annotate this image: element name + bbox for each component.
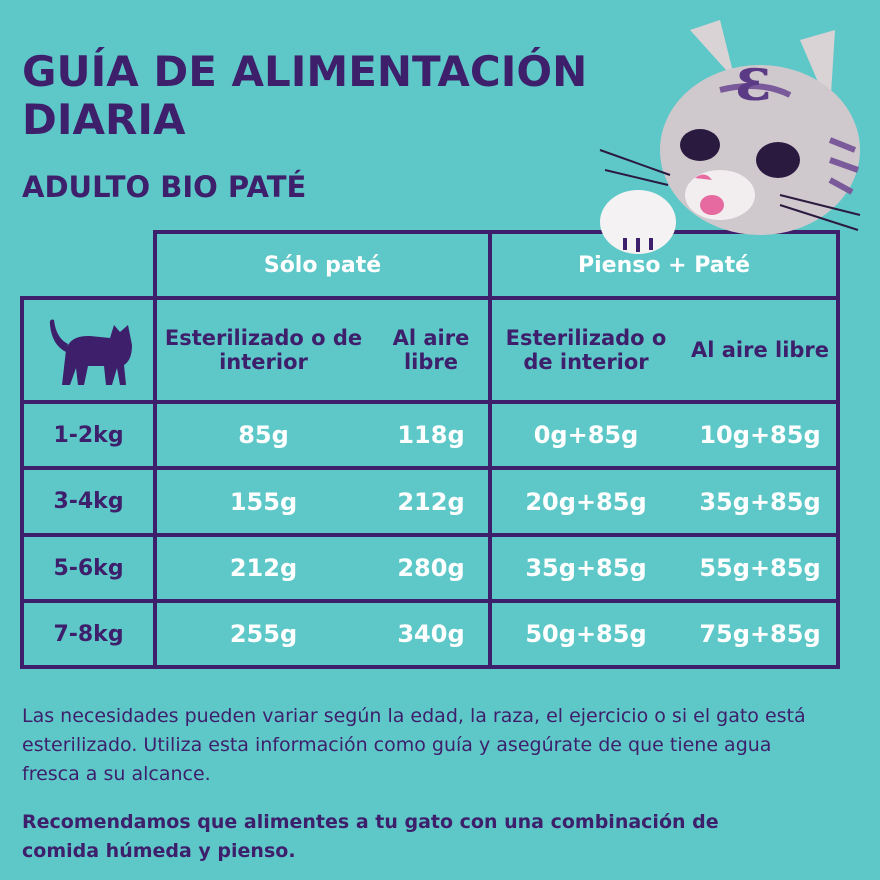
value-cell: 55g+85g xyxy=(699,554,821,582)
row-label: 1-2kg xyxy=(53,422,124,448)
value-cell: 50g+85g xyxy=(525,620,647,648)
value-cell: 85g xyxy=(238,421,289,449)
value-cell: 35g+85g xyxy=(699,487,821,516)
row-label: 3-4kg xyxy=(53,489,124,514)
row-label: 5-6kg xyxy=(53,555,124,581)
value-cell: 20g+85g xyxy=(525,487,647,516)
value-cell: 255g xyxy=(229,620,298,648)
title: GUÍA DE ALIMENTACIÓN DIARIA xyxy=(22,47,588,144)
value-cell: 155g xyxy=(229,487,298,516)
value-cell: 280g xyxy=(397,554,465,582)
value-cell: 212g xyxy=(397,487,465,516)
value-cell: 340g xyxy=(397,620,465,648)
cat-icon xyxy=(49,319,132,385)
column-header: Esterilizado o de interior xyxy=(505,326,667,374)
column-header: Al aire libre xyxy=(690,338,830,362)
value-cell: 10g+85g xyxy=(699,421,821,449)
value-cell: 212g xyxy=(229,554,298,582)
svg-text:ɛ: ɛ xyxy=(735,45,771,115)
subtitle: ADULTO BIO PATÉ xyxy=(22,170,307,204)
column-header: Esterilizado o de interior xyxy=(164,326,363,374)
cat-illustration: ɛ xyxy=(599,20,861,254)
value-cell: 75g+85g xyxy=(699,620,821,648)
value-cell: 118g xyxy=(397,421,465,449)
value-cell: 0g+85g xyxy=(533,421,639,449)
note: Las necesidades pueden variar según la e… xyxy=(22,705,806,785)
group-header: Sólo paté xyxy=(263,252,382,278)
group-header: Pienso + Paté xyxy=(577,252,751,278)
column-header: Al aire libre xyxy=(392,326,470,374)
table-grid xyxy=(20,230,840,669)
value-cell: 35g+85g xyxy=(525,554,647,582)
note: Recomendamos que alimentes a tu gato con… xyxy=(22,811,719,862)
row-label: 7-8kg xyxy=(53,621,124,647)
